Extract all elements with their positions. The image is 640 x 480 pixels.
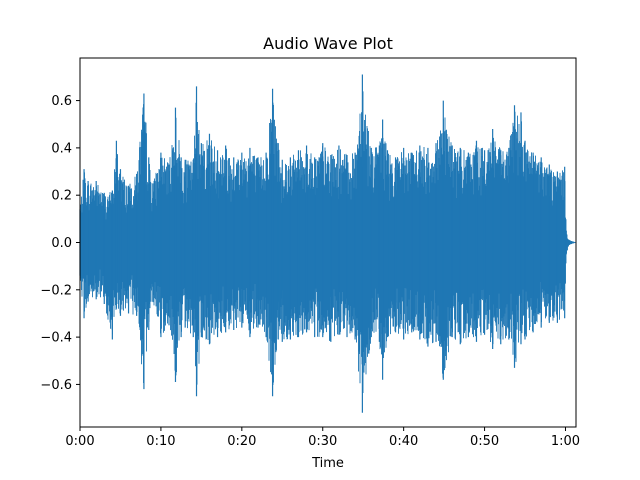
x-tick-label: 1:00 xyxy=(551,434,580,449)
y-tick-label: 0.4 xyxy=(51,141,72,156)
y-tick-label: −0.2 xyxy=(40,283,72,298)
y-tick-label: 0.0 xyxy=(51,236,72,251)
x-axis-title: Time xyxy=(311,456,344,471)
chart-title: Audio Wave Plot xyxy=(263,34,393,53)
plot-area xyxy=(79,74,577,413)
y-tick-label: −0.4 xyxy=(40,331,72,346)
y-tick-label: −0.6 xyxy=(40,378,72,393)
x-tick-label: 0:20 xyxy=(227,434,256,449)
y-tick-label: 0.6 xyxy=(51,94,72,109)
x-tick-label: 0:50 xyxy=(470,434,499,449)
waveform-line xyxy=(79,91,577,393)
x-tick-label: 0:00 xyxy=(65,434,94,449)
x-axis: 0:00 0:10 0:20 0:30 0:40 0:50 1:00 xyxy=(65,427,580,449)
plot-frame xyxy=(79,57,577,428)
x-tick-label: 0:40 xyxy=(389,434,418,449)
y-tick-label: 0.2 xyxy=(51,189,72,204)
x-tick-label: 0:10 xyxy=(146,434,175,449)
y-axis: −0.6 −0.4 −0.2 0.0 0.2 0.4 0.6 xyxy=(40,94,80,393)
waveform-peaks xyxy=(79,74,571,413)
x-tick-label: 0:30 xyxy=(308,434,337,449)
